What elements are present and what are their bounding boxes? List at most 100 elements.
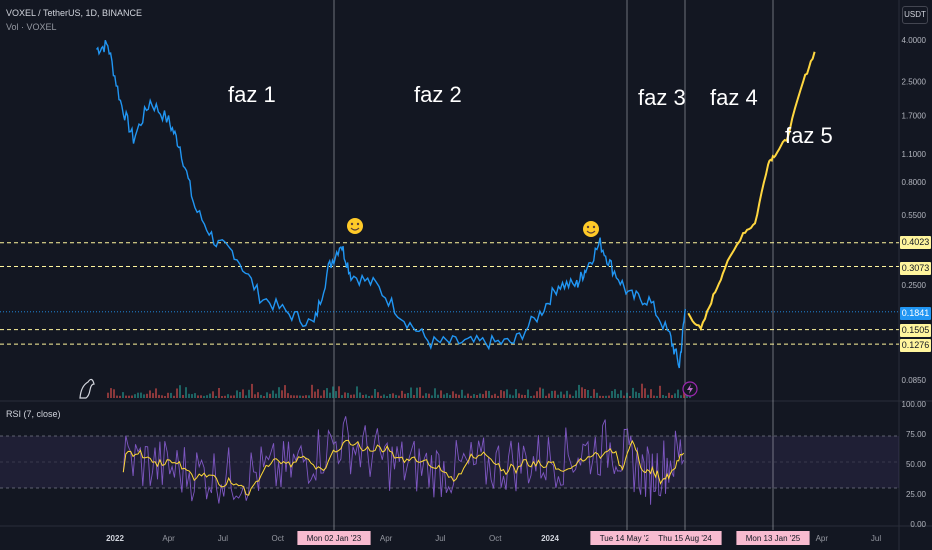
volume-bar xyxy=(278,387,280,398)
y-tick-label: 0.5500 xyxy=(902,211,927,220)
marker-date-text: Thu 15 Aug '24 xyxy=(658,534,712,543)
volume-bar xyxy=(455,393,457,398)
volume-bar xyxy=(296,395,298,398)
x-tick-label: Jul xyxy=(871,534,881,543)
volume-bar xyxy=(683,389,685,398)
volume-bar xyxy=(164,396,166,398)
volume-bar xyxy=(200,395,202,398)
volume-bar xyxy=(152,393,154,398)
x-tick-label: 2022 xyxy=(106,534,124,543)
x-tick-label: Oct xyxy=(271,534,284,543)
volume-bar xyxy=(212,391,214,398)
x-tick-label: Oct xyxy=(489,534,502,543)
volume-bar xyxy=(263,396,265,398)
y-tick-label: 0.2500 xyxy=(902,281,927,290)
phase-label-4: faz 4 xyxy=(710,85,758,110)
volume-bar xyxy=(644,388,646,398)
volume-bar xyxy=(668,392,670,398)
volume-bar xyxy=(521,394,523,398)
volume-bar xyxy=(143,394,145,398)
volume-bar xyxy=(386,396,388,398)
volume-bar xyxy=(140,392,142,398)
volume-bar xyxy=(428,393,430,398)
volume-bar xyxy=(335,391,337,398)
volume-bar xyxy=(254,394,256,398)
volume-bar xyxy=(515,389,517,398)
volume-bar xyxy=(341,395,343,398)
volume-bar xyxy=(569,394,571,398)
volume-bar xyxy=(536,391,538,398)
volume-bar xyxy=(224,395,226,398)
volume-bar xyxy=(620,390,622,398)
volume-bar xyxy=(233,395,235,398)
volume-bar xyxy=(524,395,526,398)
projection-line[interactable] xyxy=(687,51,816,332)
volume-bar xyxy=(332,386,334,398)
volume-bar xyxy=(527,389,529,398)
lightning-icon[interactable] xyxy=(682,381,698,397)
volume-bar xyxy=(137,392,139,398)
volume-bar xyxy=(407,393,409,398)
volume-bar xyxy=(350,394,352,398)
volume-bar xyxy=(446,393,448,398)
volume-bar xyxy=(449,394,451,398)
volume-bar xyxy=(671,395,673,398)
volume-bar xyxy=(422,395,424,398)
currency-unit-button[interactable]: USDT xyxy=(902,6,928,24)
volume-bar xyxy=(353,394,355,398)
volume-bar xyxy=(347,392,349,398)
volume-bar xyxy=(389,394,391,398)
volume-bar xyxy=(362,395,364,398)
volume-bar xyxy=(473,394,475,398)
volume-bar xyxy=(359,392,361,398)
volume-bar xyxy=(188,393,190,398)
volume-bar xyxy=(545,395,547,398)
rsi-label: RSI (7, close) xyxy=(6,409,61,419)
volume-bar xyxy=(272,390,274,398)
volume-bar xyxy=(443,394,445,398)
volume-bar xyxy=(320,395,322,398)
marker-date-label xyxy=(590,531,664,545)
volume-bar xyxy=(179,385,181,398)
volume-bar xyxy=(626,392,628,398)
volume-bar xyxy=(467,393,469,398)
volume-bar xyxy=(656,395,658,398)
volume-bar xyxy=(158,394,160,398)
phase-label-3: faz 3 xyxy=(638,85,686,110)
volume-bar xyxy=(677,389,679,398)
volume-bar xyxy=(338,386,340,398)
volume-bar xyxy=(647,394,649,398)
volume-bar xyxy=(503,391,505,398)
phase-label-5: faz 5 xyxy=(785,123,833,148)
phase-label-2: faz 2 xyxy=(414,82,462,107)
volume-bar xyxy=(662,395,664,398)
volume-bar xyxy=(416,387,418,398)
volume-bar xyxy=(551,390,553,398)
volume-bar xyxy=(608,395,610,398)
volume-bar xyxy=(383,394,385,398)
phase-label-1: faz 1 xyxy=(228,82,276,107)
volume-bar xyxy=(110,388,112,398)
rsi-tick-label: 25.00 xyxy=(906,490,927,499)
volume-bar xyxy=(377,392,379,398)
volume-bar xyxy=(194,393,196,398)
volume-bar xyxy=(410,387,412,398)
level-lines xyxy=(0,242,899,345)
volume-bar xyxy=(530,396,532,398)
marker-date-label xyxy=(736,531,810,545)
volume-bar xyxy=(437,394,439,398)
volume-bar xyxy=(149,390,151,398)
x-tick-label: Jul xyxy=(218,534,228,543)
volume-bar xyxy=(581,387,583,398)
volume-bar xyxy=(599,395,601,398)
volume-bar xyxy=(578,384,580,398)
volume-bar xyxy=(650,389,652,398)
price-line[interactable] xyxy=(95,39,686,369)
volume-bar xyxy=(113,389,115,398)
volume-bar xyxy=(311,384,313,398)
volume-bar xyxy=(497,395,499,398)
volume-bar xyxy=(119,395,121,398)
volume-bar xyxy=(365,394,367,398)
